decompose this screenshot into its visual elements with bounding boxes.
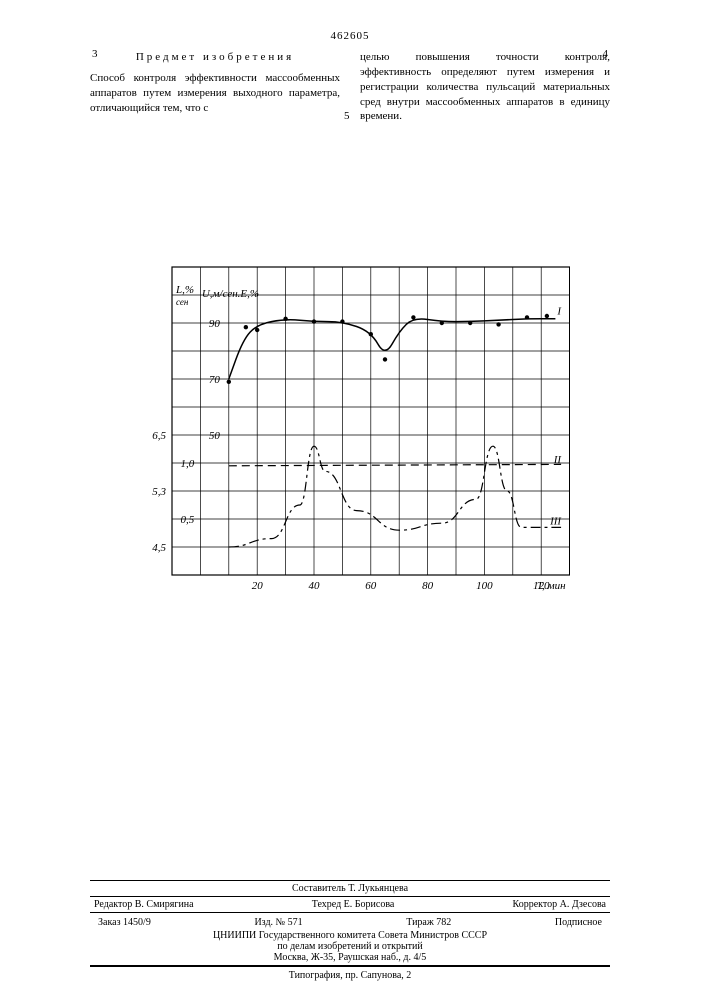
- svg-text:U,м/сен.E,%: U,м/сен.E,%: [202, 288, 259, 300]
- right-text: целью повышения точности контроля, эффек…: [360, 50, 610, 124]
- svg-text:L,%: L,%: [175, 284, 194, 296]
- svg-text:6,5: 6,5: [152, 430, 166, 442]
- org-line-1: ЦНИИПИ Государственного комитета Совета …: [94, 930, 606, 941]
- chart: IIIIII6,55,34,59070501,00,52040608010012…: [140, 255, 570, 595]
- svg-text:20: 20: [252, 580, 264, 592]
- svg-text:0,5: 0,5: [181, 514, 195, 526]
- left-text: Способ контроля эффективности массообмен…: [90, 71, 340, 116]
- svg-text:40: 40: [309, 580, 321, 592]
- col-num-left: 3: [92, 48, 98, 60]
- svg-text:5,3: 5,3: [152, 486, 166, 498]
- svg-text:1,0: 1,0: [181, 458, 195, 470]
- svg-text:T, мин: T, мин: [537, 580, 566, 592]
- typography: Типография, пр. Сапунова, 2: [90, 966, 610, 981]
- order: Заказ 1450/9: [98, 917, 151, 928]
- circulation: Тираж 782: [406, 917, 451, 928]
- doc-number: 462605: [90, 30, 610, 42]
- composer: Составитель Т. Лукьянцева: [90, 880, 610, 896]
- svg-text:сен: сен: [176, 297, 189, 307]
- svg-text:I: I: [556, 306, 562, 318]
- subject-heading: Предмет изобретения: [90, 50, 340, 65]
- chart-svg: IIIIII6,55,34,59070501,00,52040608010012…: [140, 255, 570, 595]
- subscription: Подписное: [555, 917, 602, 928]
- col-num-right: 4: [603, 48, 609, 60]
- left-column: Предмет изобретения Способ контроля эффе…: [90, 50, 340, 124]
- corrector: Корректор А. Дзесова: [513, 899, 606, 910]
- editor: Редактор В. Смирягина: [94, 899, 194, 910]
- org-line-2: по делам изобретений и открытий: [94, 941, 606, 952]
- svg-text:II: II: [553, 454, 563, 466]
- issue: Изд. № 571: [254, 917, 302, 928]
- svg-text:4,5: 4,5: [152, 542, 166, 554]
- svg-text:80: 80: [422, 580, 434, 592]
- footer: Составитель Т. Лукьянцева Редактор В. См…: [90, 880, 610, 981]
- line-marker: 5: [344, 110, 350, 122]
- org-address: Москва, Ж-35, Раушская наб., д. 4/5: [94, 952, 606, 963]
- right-column: целью повышения точности контроля, эффек…: [360, 50, 610, 124]
- svg-text:100: 100: [476, 580, 493, 592]
- svg-text:70: 70: [209, 374, 221, 386]
- svg-text:90: 90: [209, 318, 221, 330]
- svg-text:III: III: [549, 516, 562, 528]
- text-columns: Предмет изобретения Способ контроля эффе…: [90, 50, 610, 124]
- svg-text:50: 50: [209, 430, 221, 442]
- tech-editor: Техред Е. Борисова: [312, 899, 395, 910]
- svg-text:60: 60: [365, 580, 377, 592]
